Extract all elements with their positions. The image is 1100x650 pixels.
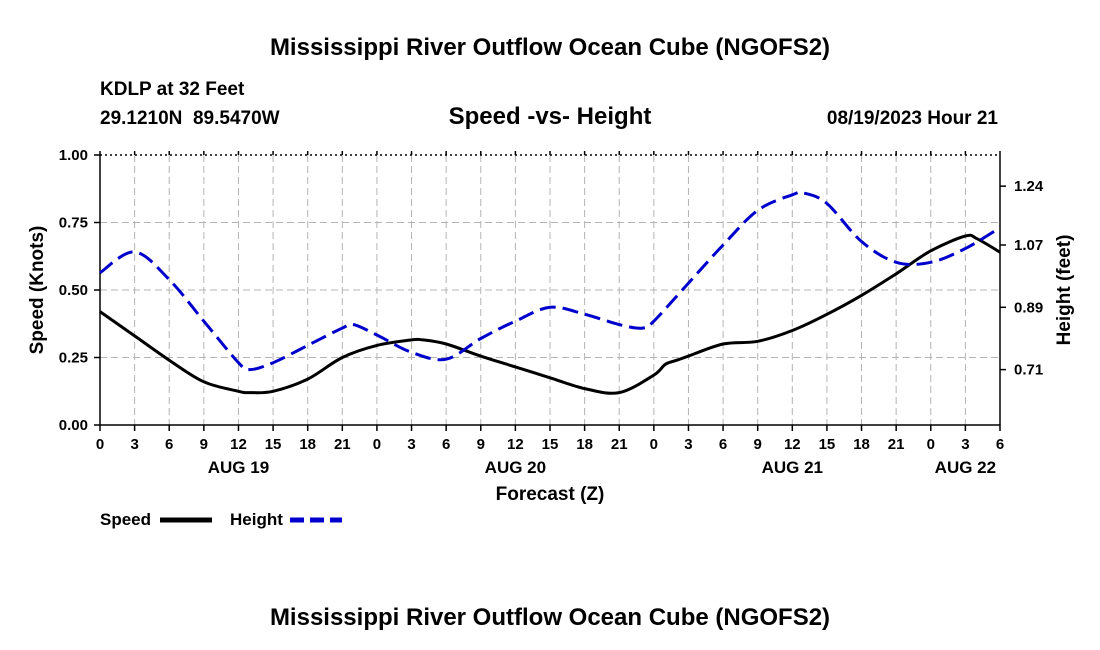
x-tick-label: 6 xyxy=(442,436,450,453)
x-tick-label: 12 xyxy=(507,436,524,453)
day-label: AUG 19 xyxy=(208,458,269,477)
x-tick-label: 15 xyxy=(265,436,282,453)
x-tick-label: 6 xyxy=(996,436,1004,453)
x-tick-label: 18 xyxy=(299,436,316,453)
x-tick-label: 18 xyxy=(576,436,593,453)
coordinates-label: 29.1210N 89.5470W xyxy=(100,108,280,129)
grid-lines xyxy=(100,155,1000,425)
y-axis-label-right: Height (feet) xyxy=(1054,235,1075,346)
x-tick-label: 0 xyxy=(650,436,658,453)
legend: Speed Height xyxy=(100,510,342,529)
x-tick-label: 21 xyxy=(611,436,628,453)
y-axis-label-left: Speed (Knots) xyxy=(27,226,48,355)
x-tick-label: 9 xyxy=(754,436,762,453)
x-tick-label: 3 xyxy=(407,436,415,453)
forecast-datetime: 08/19/2023 Hour 21 xyxy=(827,108,999,129)
y-tick-label-right: 0.89 xyxy=(1014,299,1043,316)
x-tick-label: 9 xyxy=(477,436,485,453)
y-tick-label-right: 0.71 xyxy=(1014,362,1043,379)
x-tick-label: 0 xyxy=(373,436,381,453)
x-tick-label: 12 xyxy=(230,436,247,453)
axes: 0 3 6 9 12 15 18 21 0 3 6 9 12 15 18 21 0 3 6 9 12 15 18 21 0 3 6 0… xyxy=(59,147,1044,477)
day-label: AUG 20 xyxy=(485,458,546,477)
x-tick-label: 6 xyxy=(719,436,727,453)
x-tick-label: 21 xyxy=(888,436,905,453)
y-tick-label-right: 1.07 xyxy=(1014,237,1043,254)
day-label: AUG 22 xyxy=(935,458,996,477)
data-series xyxy=(99,190,1001,395)
y-tick-label-left: 0.50 xyxy=(59,282,88,299)
chart-subtitle: Speed -vs- Height xyxy=(449,103,652,130)
x-tick-label: 3 xyxy=(684,436,692,453)
x-tick-label: 3 xyxy=(130,436,138,453)
x-tick-label: 18 xyxy=(853,436,870,453)
x-tick-label: 15 xyxy=(819,436,836,453)
legend-label-speed: Speed xyxy=(100,510,151,529)
x-tick-label: 21 xyxy=(334,436,351,453)
legend-label-height: Height xyxy=(230,510,283,529)
x-tick-label: 0 xyxy=(96,436,104,453)
x-tick-label: 12 xyxy=(784,436,801,453)
x-tick-label: 6 xyxy=(165,436,173,453)
chart-title-bottom: Mississippi River Outflow Ocean Cube (NG… xyxy=(270,604,830,631)
y-tick-label-left: 0.75 xyxy=(59,215,88,232)
y-tick-label-left: 0.25 xyxy=(59,350,88,367)
x-axis-label: Forecast (Z) xyxy=(496,484,605,505)
x-tick-label: 3 xyxy=(961,436,969,453)
y-tick-label-left: 0.00 xyxy=(59,417,88,434)
y-tick-label-right: 1.24 xyxy=(1014,178,1044,195)
x-tick-label: 9 xyxy=(200,436,208,453)
series-line-height xyxy=(99,190,1001,372)
day-label: AUG 21 xyxy=(762,458,823,477)
series-line-speed xyxy=(99,233,1001,395)
x-tick-label: 0 xyxy=(927,436,935,453)
y-tick-label-left: 1.00 xyxy=(59,147,88,164)
x-tick-label: 15 xyxy=(542,436,559,453)
station-label: KDLP at 32 Feet xyxy=(100,79,245,100)
chart-title-top: Mississippi River Outflow Ocean Cube (NG… xyxy=(270,34,830,61)
